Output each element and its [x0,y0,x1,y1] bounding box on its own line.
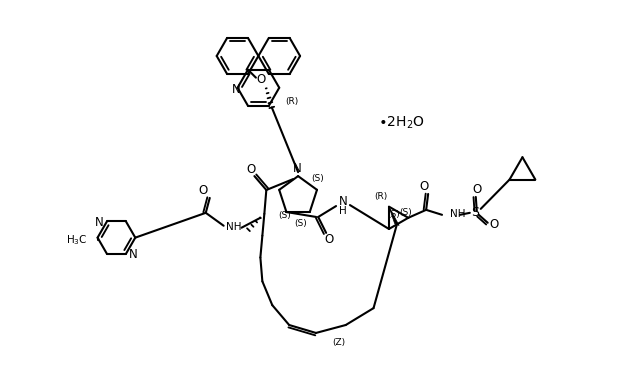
Text: NH: NH [450,209,465,219]
Text: O: O [420,179,429,193]
Text: (S): (S) [311,174,323,182]
Text: N: N [232,83,241,96]
Text: N: N [293,162,302,175]
Text: O: O [247,163,256,176]
Text: N: N [338,195,347,207]
Text: O: O [489,218,498,231]
Text: H: H [339,206,347,216]
Text: (S): (S) [278,211,291,220]
Text: H$_3$C: H$_3$C [66,233,88,247]
Text: N: N [95,216,104,229]
Text: (S): (S) [388,210,401,219]
Text: S: S [471,206,479,219]
Text: O: O [325,233,334,246]
Text: (S): (S) [294,219,307,228]
Text: (Z): (Z) [332,338,345,347]
Text: (R): (R) [285,97,299,106]
Text: (S): (S) [399,208,412,217]
Text: N: N [129,249,137,261]
Text: NH: NH [226,222,241,232]
Text: O: O [198,184,207,196]
Text: $\bullet$2H$_2$O: $\bullet$2H$_2$O [378,114,424,131]
Text: O: O [256,73,266,86]
Text: (R): (R) [374,192,388,201]
Polygon shape [389,207,399,225]
Text: O: O [472,182,481,195]
